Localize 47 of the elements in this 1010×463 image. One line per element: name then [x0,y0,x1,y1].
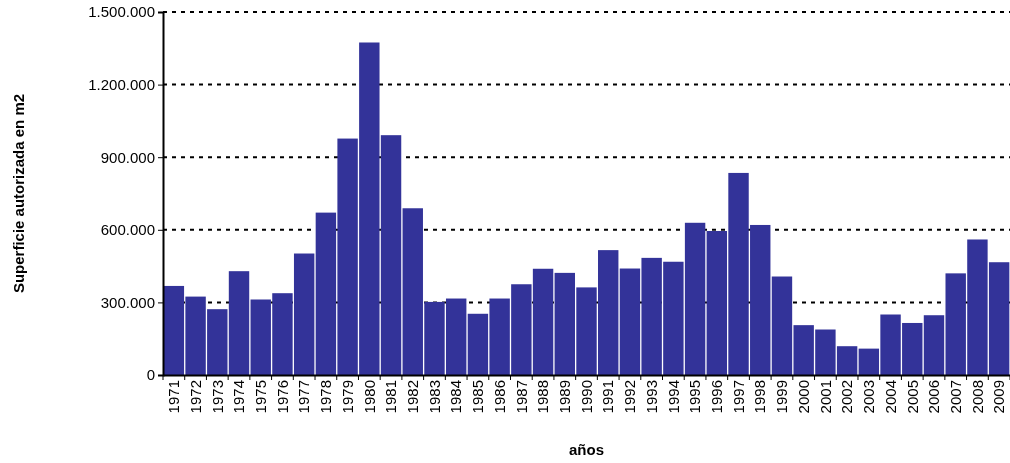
x-tick-label: 1974 [230,380,248,414]
x-tick-label: 1978 [317,380,335,414]
x-tick-label: 1997 [729,380,747,414]
x-tick-label: 2005 [903,380,921,414]
x-tick-label: 1990 [577,380,595,414]
x-tick-label: 1983 [425,380,443,414]
x-tick-label: 2003 [860,380,878,414]
x-tick-label: 2009 [990,380,1008,414]
x-tick-label: 1992 [621,380,639,414]
x-tick-label: 2006 [925,380,943,414]
x-tick-label: 1993 [642,380,660,414]
x-tick-label: 1994 [664,380,682,414]
x-tick-label: 1991 [599,380,617,414]
x-tick-label: 2002 [838,380,856,414]
x-tick-label: 1977 [295,380,313,414]
x-tick-label: 1975 [251,380,269,414]
x-tick-label: 1996 [708,380,726,414]
y-tick-label: 1.200.000 [88,75,155,93]
y-tick-label: 0 [146,366,155,384]
x-tick-label: 1998 [751,380,769,414]
x-tick-label: 1988 [534,380,552,414]
y-tick-label: 1.500.000 [88,3,155,21]
x-tick-label: 2004 [881,380,899,414]
x-tick-label: 2008 [968,380,986,414]
x-tick-label: 1973 [208,380,226,414]
x-tick-label: 1995 [686,380,704,414]
y-axis-title: Superficie autorizada en m2 [10,93,27,294]
x-axis-title: años [568,441,605,458]
x-tick-label: 1985 [469,380,487,414]
x-tick-label: 2001 [816,380,834,414]
x-tick-label: 1979 [338,380,356,414]
x-tick-label: 2000 [794,380,812,414]
y-tick-label: 900.000 [100,148,155,166]
x-tick-label: 1972 [186,380,204,414]
y-tick-label: 600.000 [100,221,155,239]
x-tick-label: 1984 [447,380,465,414]
x-tick-label: 1999 [773,380,791,414]
x-tick-label: 2007 [946,380,964,414]
x-tick-label: 1989 [556,380,574,414]
x-tick-label: 1976 [273,380,291,414]
y-tick-label: 300.000 [100,293,155,311]
x-tick-label: 1982 [404,380,422,414]
x-tick-label: 1980 [360,380,378,414]
x-tick-label: 1987 [512,380,530,414]
x-tick-label: 1971 [165,380,183,414]
x-tick-label: 1986 [490,380,508,414]
x-tick-label: 1981 [382,380,400,414]
